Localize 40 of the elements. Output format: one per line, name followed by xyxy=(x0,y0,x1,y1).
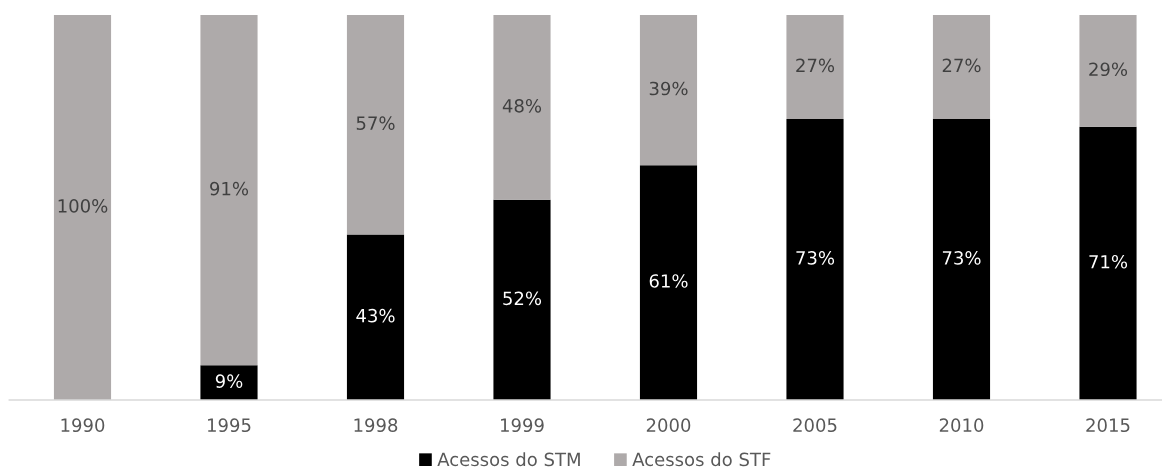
bar xyxy=(493,15,551,200)
bar xyxy=(346,15,405,235)
x-tick-label: 1998 xyxy=(354,418,398,433)
bar xyxy=(1079,126,1137,400)
x-tick-label: 2005 xyxy=(793,418,837,433)
bar xyxy=(200,365,258,400)
data-label: 71% xyxy=(1089,254,1128,269)
legend-label: Acessos do STF xyxy=(632,452,771,467)
data-label: 48% xyxy=(502,98,542,113)
data-label: 73% xyxy=(942,251,981,265)
data-label: 52% xyxy=(503,291,542,306)
data-label: 91% xyxy=(210,181,249,196)
x-tick-label: 2000 xyxy=(646,418,691,433)
data-label: 9% xyxy=(215,374,243,388)
bar xyxy=(346,234,405,400)
x-tick-label: 2015 xyxy=(1086,418,1130,433)
data-label: 27% xyxy=(942,58,981,73)
data-label: 39% xyxy=(649,81,688,96)
bar xyxy=(639,165,698,400)
bar xyxy=(53,15,112,400)
data-label: 57% xyxy=(356,116,395,130)
x-tick-label: 1990 xyxy=(61,418,105,433)
bar xyxy=(493,199,551,400)
bar xyxy=(1079,15,1137,127)
bar xyxy=(786,15,844,119)
data-label: 61% xyxy=(649,274,688,288)
data-label: 29% xyxy=(1089,62,1128,77)
x-tick-label: 1995 xyxy=(208,418,251,433)
bar xyxy=(786,118,844,400)
bar xyxy=(932,15,991,119)
bar xyxy=(200,15,258,366)
data-label: 73% xyxy=(796,251,835,265)
x-tick-label: 2010 xyxy=(939,418,984,433)
x-tick-label: 1999 xyxy=(501,418,544,433)
bar xyxy=(639,15,698,166)
data-label: 27% xyxy=(796,58,835,73)
legend-label: Acessos do STM xyxy=(437,452,580,467)
bar xyxy=(932,118,991,400)
data-label: 43% xyxy=(356,308,395,323)
data-label: 100% xyxy=(58,199,108,213)
